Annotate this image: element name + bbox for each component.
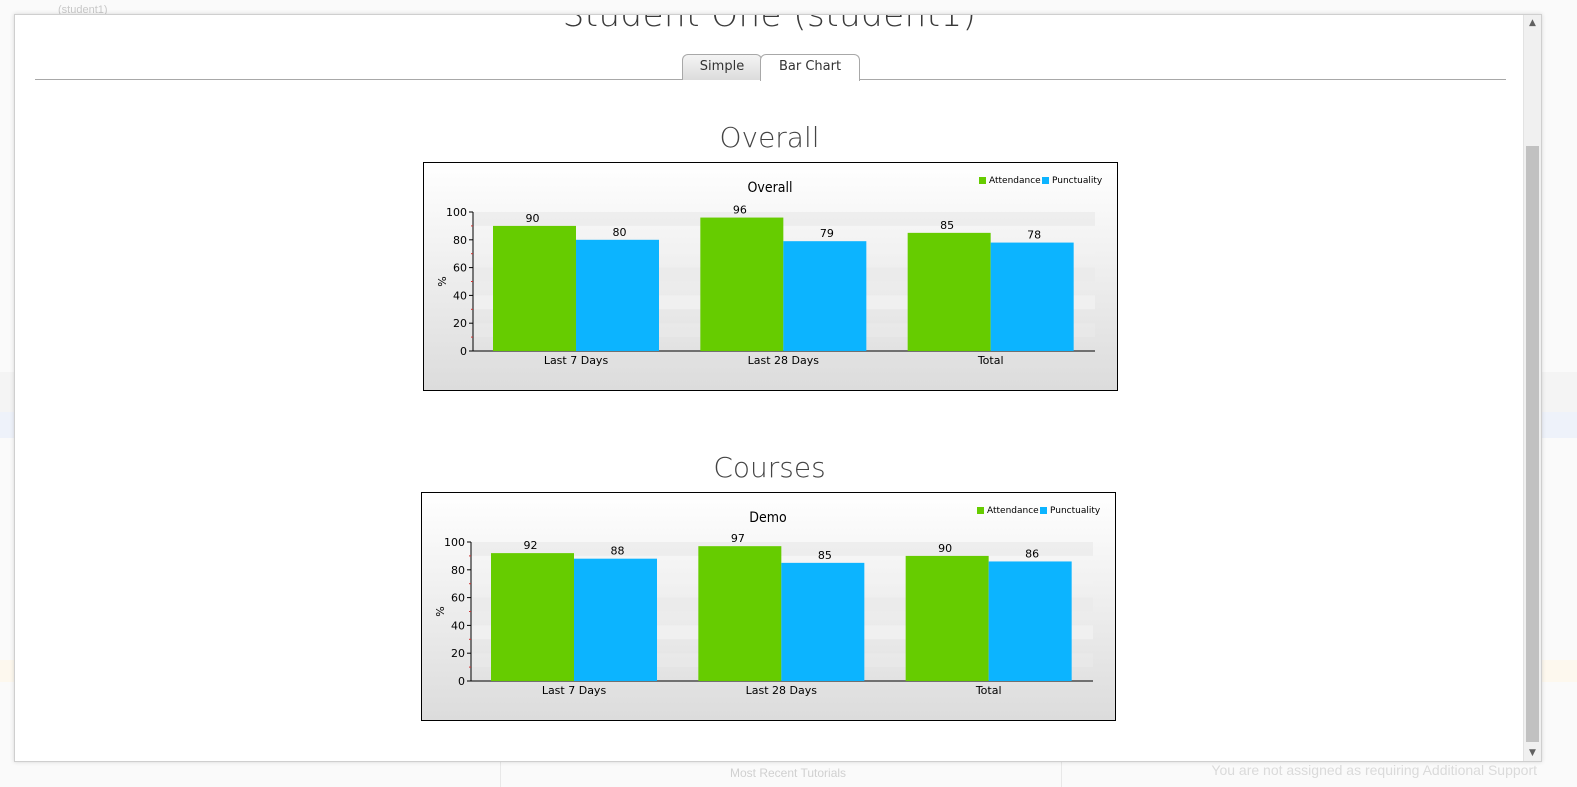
student-report-dialog: Student One (student1) Simple Bar Chart … [14, 14, 1542, 762]
section-title-overall: Overall [719, 121, 820, 154]
bar-value-label: 85 [940, 219, 954, 232]
background-footer [500, 762, 1062, 787]
bar [700, 217, 784, 351]
bar [783, 241, 867, 351]
vertical-scrollbar[interactable]: ▲ ▼ [1523, 15, 1541, 761]
scrollbar-thumb[interactable] [1526, 146, 1539, 742]
bar-value-label: 96 [733, 204, 747, 217]
legend-label: Attendance [987, 506, 1039, 516]
y-tick-label: 100 [446, 206, 467, 219]
x-tick-label: Last 28 Days [746, 684, 818, 697]
grid-band [473, 212, 1095, 226]
y-tick-label: 60 [451, 592, 465, 605]
legend-swatch [979, 177, 986, 184]
legend-label: Punctuality [1052, 176, 1103, 186]
bar-value-label: 80 [613, 226, 627, 239]
bar-value-label: 79 [820, 227, 834, 240]
bar [491, 553, 574, 681]
y-tick-label: 40 [451, 619, 465, 632]
bar-value-label: 92 [524, 539, 538, 552]
y-tick-label: 60 [453, 262, 467, 275]
bar-value-label: 90 [526, 212, 540, 225]
section-title-courses: Courses [713, 451, 826, 484]
legend-swatch [1040, 507, 1047, 514]
y-tick-label: 80 [453, 234, 467, 247]
y-tick-label: 0 [460, 345, 467, 358]
chevron-down-icon[interactable]: ▼ [1529, 748, 1536, 758]
demo-chart-svg: Demo Attendance Punctuality 0 20 40 60 80 100% 92… [434, 506, 1101, 697]
chevron-up-icon[interactable]: ▲ [1529, 18, 1536, 28]
background-footer-support: You are not assigned as requiring Additi… [1211, 762, 1537, 778]
x-tick-label: Last 28 Days [748, 354, 820, 367]
legend-label: Attendance [989, 176, 1041, 186]
tab-bar-chart[interactable]: Bar Chart [760, 54, 860, 81]
chart-title: Overall [747, 180, 792, 196]
bar [781, 562, 865, 681]
bar [698, 546, 782, 681]
background-footer-tutorials: Most Recent Tutorials [730, 766, 847, 780]
x-tick-label: Last 7 Days [544, 354, 609, 367]
bar-value-label: 85 [818, 549, 832, 562]
bar [576, 239, 659, 351]
legend-label: Punctuality [1050, 506, 1101, 516]
overall-chart-svg: Overall Attendance Punctuality 0 20 40 60 80 100… [436, 176, 1103, 367]
legend-swatch [977, 507, 984, 514]
chart-title: Demo [749, 510, 787, 526]
bar [990, 242, 1074, 351]
bar-value-label: 88 [611, 545, 625, 558]
bar [905, 555, 989, 681]
y-axis-label: % [436, 276, 449, 286]
x-tick-label: Last 7 Days [542, 684, 607, 697]
grid-band [471, 542, 1093, 556]
y-tick-label: 80 [451, 564, 465, 577]
bar [493, 225, 576, 351]
course-demo-bar-chart: Demo Attendance Punctuality 0 20 40 60 80 100% 92… [421, 492, 1116, 721]
tab-simple[interactable]: Simple [682, 54, 762, 80]
bar [574, 558, 657, 681]
bar-value-label: 86 [1025, 547, 1039, 560]
y-axis-label: % [434, 606, 447, 616]
y-tick-label: 100 [444, 536, 465, 549]
bar [907, 232, 991, 351]
x-tick-label: Total [975, 684, 1002, 697]
y-tick-label: 20 [451, 647, 465, 660]
legend-swatch [1042, 177, 1049, 184]
bar-value-label: 97 [731, 532, 745, 545]
y-tick-label: 0 [458, 675, 465, 688]
y-tick-label: 20 [453, 317, 467, 330]
x-tick-label: Total [977, 354, 1004, 367]
background-username: (student1) [58, 4, 108, 16]
y-tick-label: 40 [453, 289, 467, 302]
student-title: Student One (student1) [562, 14, 977, 35]
bar-value-label: 78 [1027, 229, 1041, 242]
bar [988, 561, 1072, 681]
bar-value-label: 90 [938, 542, 952, 555]
overall-bar-chart: Overall Attendance Punctuality 0 20 40 60 80 100… [423, 162, 1118, 391]
